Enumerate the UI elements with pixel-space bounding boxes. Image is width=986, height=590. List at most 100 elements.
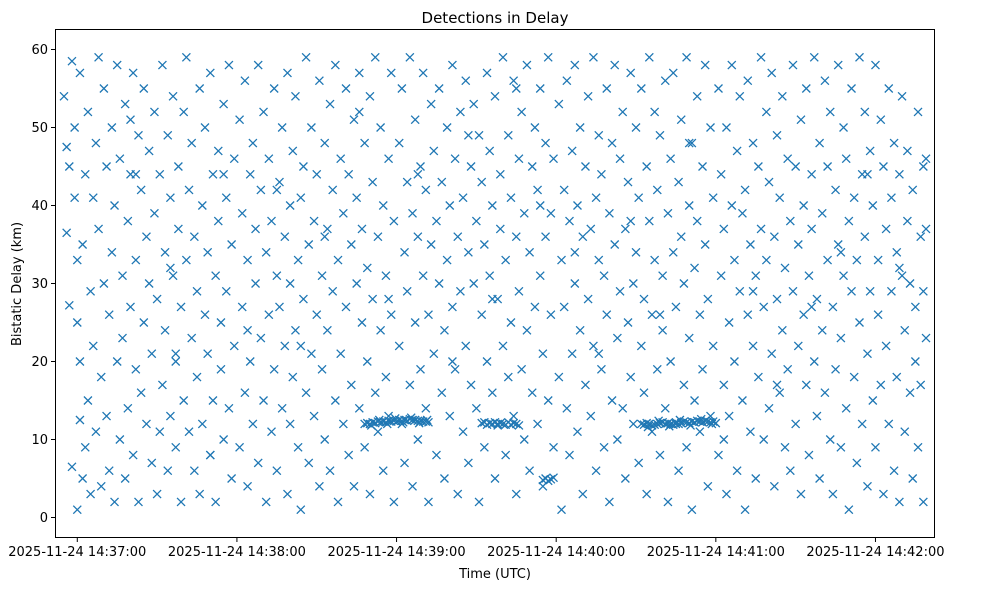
data-point bbox=[211, 271, 221, 281]
data-point bbox=[575, 325, 585, 335]
data-point bbox=[86, 489, 96, 499]
data-point bbox=[275, 302, 284, 312]
data-point bbox=[740, 185, 750, 195]
data-point bbox=[227, 474, 237, 483]
data-point bbox=[94, 224, 104, 234]
data-point bbox=[126, 115, 135, 125]
data-point bbox=[918, 497, 928, 507]
data-point bbox=[708, 193, 718, 203]
data-point bbox=[410, 318, 420, 327]
data-point bbox=[666, 154, 676, 164]
data-point bbox=[283, 489, 292, 499]
data-point bbox=[306, 123, 316, 132]
data-point bbox=[690, 396, 700, 405]
data-point bbox=[115, 154, 125, 164]
data-point bbox=[501, 450, 511, 460]
data-point bbox=[277, 403, 287, 413]
data-point bbox=[378, 201, 388, 210]
data-point bbox=[908, 474, 918, 483]
data-point bbox=[913, 442, 923, 452]
data-point bbox=[894, 497, 904, 507]
data-point bbox=[692, 91, 702, 101]
data-point bbox=[70, 123, 80, 132]
data-point bbox=[384, 294, 394, 304]
data-point bbox=[905, 388, 915, 398]
data-point bbox=[184, 427, 194, 437]
data-point bbox=[714, 450, 723, 460]
data-point bbox=[320, 232, 330, 242]
data-point bbox=[557, 505, 566, 515]
data-point bbox=[360, 138, 370, 148]
data-point bbox=[235, 115, 245, 125]
data-point bbox=[801, 380, 811, 390]
data-point bbox=[849, 372, 859, 382]
data-point bbox=[916, 380, 926, 390]
data-point bbox=[865, 286, 875, 296]
data-point bbox=[565, 216, 574, 226]
data-point bbox=[317, 364, 327, 374]
data-point bbox=[807, 224, 817, 234]
data-point bbox=[283, 68, 292, 78]
data-point bbox=[91, 138, 101, 148]
data-point bbox=[370, 52, 380, 62]
data-point bbox=[374, 415, 384, 425]
data-point bbox=[181, 52, 191, 62]
data-point bbox=[437, 388, 447, 398]
data-point bbox=[240, 76, 250, 86]
data-point bbox=[487, 201, 497, 210]
data-point bbox=[775, 193, 785, 203]
y-tick-label: 50 bbox=[31, 121, 48, 136]
data-point bbox=[366, 421, 376, 430]
data-point bbox=[110, 201, 119, 210]
data-point bbox=[498, 52, 508, 62]
data-point bbox=[517, 364, 527, 374]
data-point bbox=[80, 169, 90, 179]
data-point bbox=[357, 224, 367, 234]
data-point bbox=[439, 474, 449, 483]
data-point bbox=[533, 185, 543, 195]
data-point bbox=[876, 115, 886, 125]
data-point bbox=[251, 279, 261, 288]
data-point bbox=[631, 123, 641, 132]
data-point bbox=[753, 372, 763, 382]
data-point bbox=[541, 232, 551, 242]
data-point bbox=[115, 435, 125, 444]
data-point bbox=[272, 271, 282, 281]
data-point bbox=[96, 481, 106, 491]
data-point bbox=[434, 279, 444, 288]
data-point bbox=[729, 255, 739, 265]
data-point bbox=[722, 489, 731, 499]
data-point bbox=[381, 372, 391, 382]
data-point bbox=[650, 255, 660, 265]
data-point bbox=[296, 505, 306, 515]
data-point bbox=[485, 271, 495, 281]
data-point bbox=[285, 419, 295, 429]
data-point bbox=[881, 224, 891, 234]
data-point bbox=[142, 419, 151, 429]
data-point bbox=[722, 123, 731, 132]
data-point bbox=[205, 450, 215, 460]
data-point bbox=[809, 52, 819, 62]
data-point bbox=[477, 418, 487, 428]
data-point bbox=[535, 84, 545, 93]
data-point bbox=[873, 255, 883, 265]
data-point bbox=[405, 52, 415, 62]
data-point bbox=[695, 310, 705, 320]
data-point bbox=[482, 357, 492, 366]
data-point bbox=[596, 169, 606, 179]
data-point bbox=[229, 341, 239, 351]
data-point bbox=[432, 216, 441, 226]
data-point bbox=[386, 68, 396, 78]
x-axis: 2025-11-24 14:37:00 2025-11-24 14:38:00 20… bbox=[8, 537, 945, 560]
data-point bbox=[546, 474, 556, 484]
data-point bbox=[666, 419, 676, 429]
data-point bbox=[863, 349, 872, 359]
data-point bbox=[280, 341, 290, 351]
data-point bbox=[128, 68, 138, 78]
data-point bbox=[743, 76, 753, 86]
data-point bbox=[735, 91, 745, 101]
data-point bbox=[860, 107, 870, 117]
data-point bbox=[732, 146, 742, 156]
data-point bbox=[463, 130, 473, 140]
data-point bbox=[831, 185, 841, 195]
